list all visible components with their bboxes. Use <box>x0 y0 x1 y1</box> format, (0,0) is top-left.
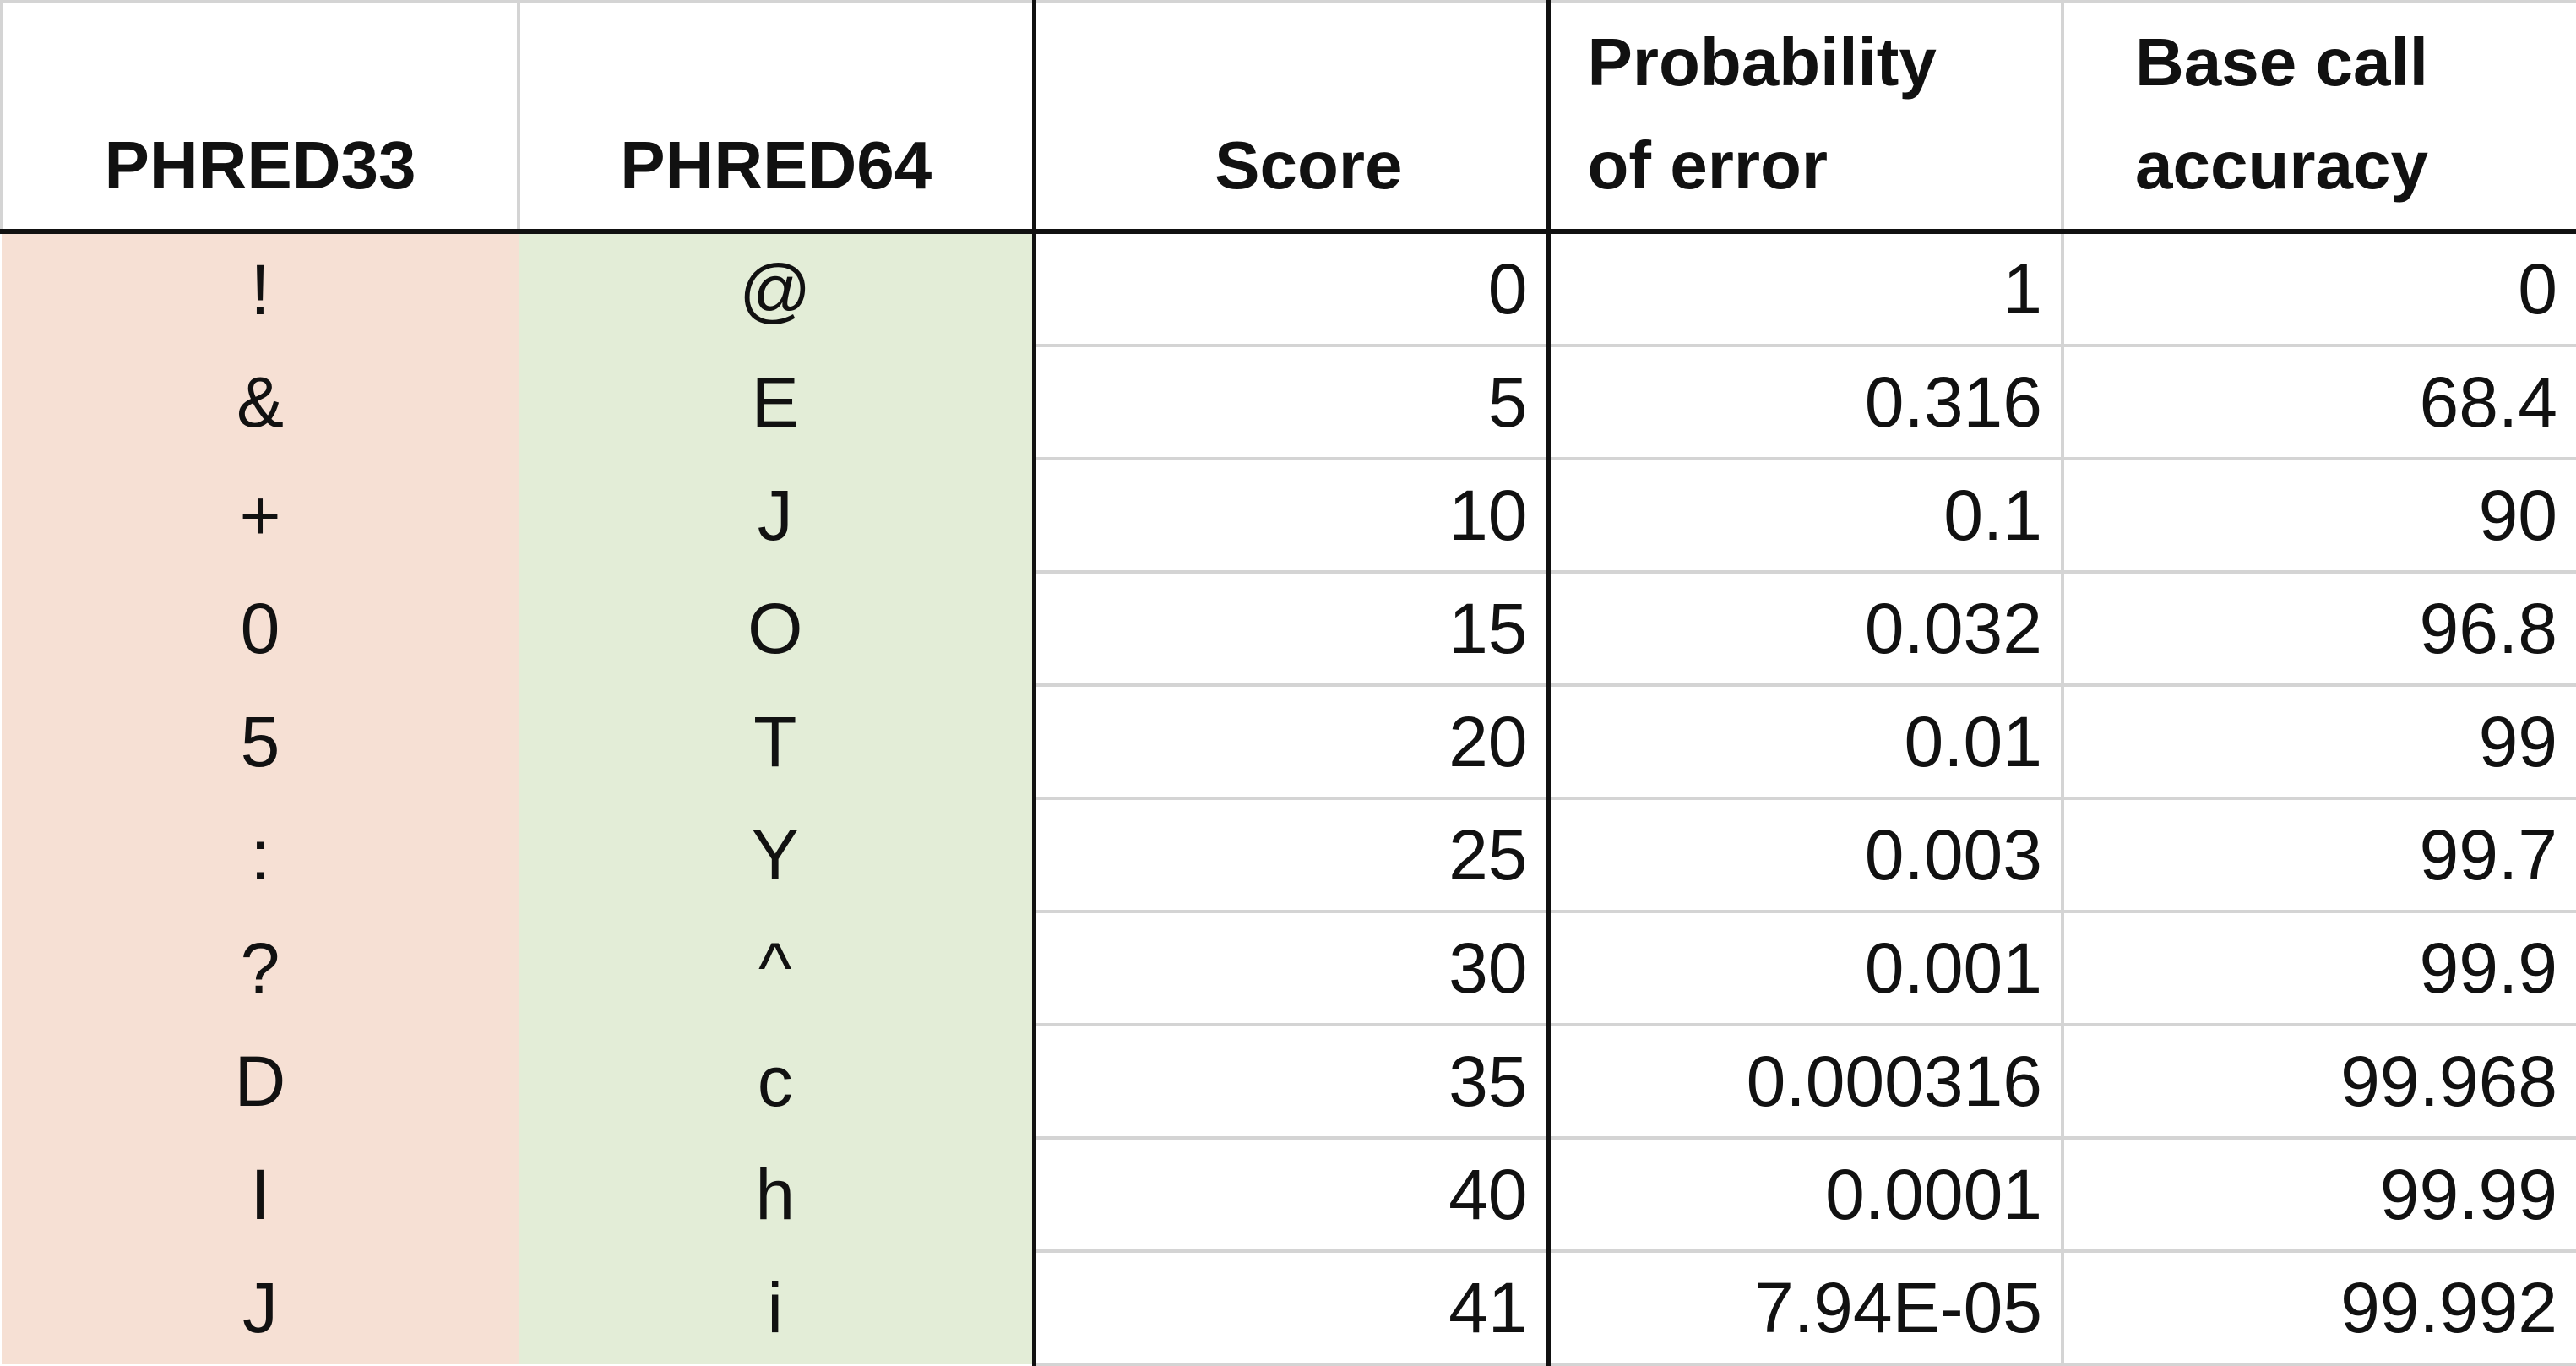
header-probability-line2: of error <box>1587 128 1829 203</box>
cell-phred64: Y <box>519 798 1036 912</box>
table-row: 0 O 15 0.032 96.8 <box>2 572 2576 687</box>
cell-phred64: ^ <box>519 912 1036 1025</box>
cell-phred33: D <box>2 1025 519 1138</box>
cell-phred64: c <box>519 1025 1036 1138</box>
cell-phred64: T <box>519 685 1036 798</box>
cell-score: 40 <box>1034 1138 1551 1253</box>
cell-accuracy: 99.99 <box>2062 1138 2576 1253</box>
cell-phred64: O <box>519 572 1036 685</box>
cell-probability: 0.001 <box>1548 912 2064 1026</box>
header-probability-line1: Probability <box>1587 24 1937 100</box>
cell-probability: 1 <box>1548 231 2064 347</box>
table-header: PHRED33 PHRED64 Score Probability of err… <box>0 0 2576 234</box>
cell-score: 0 <box>1034 231 1551 347</box>
cell-score: 10 <box>1034 459 1551 574</box>
cell-accuracy: 0 <box>2062 231 2576 347</box>
cell-phred64: @ <box>519 231 1036 346</box>
header-phred64-label: PHRED64 <box>620 128 932 203</box>
cell-score: 15 <box>1034 572 1551 687</box>
table-body: ! @ 0 1 0 & E 5 0.316 68.4 + J 10 0.1 90… <box>2 231 2576 1366</box>
table-row: 5 T 20 0.01 99 <box>2 685 2576 800</box>
table-row: : Y 25 0.003 99.7 <box>2 798 2576 913</box>
cell-phred33: 0 <box>2 572 519 685</box>
cell-phred64: i <box>519 1251 1036 1364</box>
cell-phred64: E <box>519 346 1036 459</box>
cell-phred33: : <box>2 798 519 912</box>
table-row: & E 5 0.316 68.4 <box>2 346 2576 460</box>
cell-accuracy: 68.4 <box>2062 346 2576 460</box>
cell-probability: 0.000316 <box>1548 1025 2064 1140</box>
cell-phred64: h <box>519 1138 1036 1251</box>
cell-phred33: & <box>2 346 519 459</box>
cell-score: 25 <box>1034 798 1551 913</box>
cell-accuracy: 90 <box>2062 459 2576 574</box>
header-score-label: Score <box>1215 128 1403 203</box>
cell-score: 41 <box>1034 1251 1551 1366</box>
cell-probability: 0.003 <box>1548 798 2064 913</box>
table-row: D c 35 0.000316 99.968 <box>2 1025 2576 1140</box>
header-accuracy-line2: accuracy <box>2135 128 2428 203</box>
cell-score: 5 <box>1034 346 1551 460</box>
cell-accuracy: 99 <box>2062 685 2576 800</box>
cell-probability: 7.94E-05 <box>1548 1251 2064 1366</box>
cell-accuracy: 99.968 <box>2062 1025 2576 1140</box>
cell-phred33: ! <box>2 231 519 346</box>
cell-probability: 0.1 <box>1548 459 2064 574</box>
cell-score: 20 <box>1034 685 1551 800</box>
cell-probability: 0.01 <box>1548 685 2064 800</box>
cell-probability: 0.032 <box>1548 572 2064 687</box>
cell-probability: 0.0001 <box>1548 1138 2064 1253</box>
cell-accuracy: 99.992 <box>2062 1251 2576 1366</box>
cell-phred33: + <box>2 459 519 572</box>
header-phred33-label: PHRED33 <box>104 128 416 203</box>
table-row: I h 40 0.0001 99.99 <box>2 1138 2576 1253</box>
table-row: ? ^ 30 0.001 99.9 <box>2 912 2576 1026</box>
cell-accuracy: 96.8 <box>2062 572 2576 687</box>
cell-phred33: I <box>2 1138 519 1251</box>
cell-score: 30 <box>1034 912 1551 1026</box>
cell-phred33: J <box>2 1251 519 1364</box>
header-phred33: PHRED33 <box>0 0 520 234</box>
header-row: PHRED33 PHRED64 Score Probability of err… <box>0 0 2576 234</box>
header-probability-of-error: Probability of error <box>1548 0 2064 234</box>
header-base-call-accuracy: Base call accuracy <box>2062 0 2576 234</box>
table-row: J i 41 7.94E-05 99.992 <box>2 1251 2576 1366</box>
cell-accuracy: 99.7 <box>2062 798 2576 913</box>
table-row: ! @ 0 1 0 <box>2 231 2576 347</box>
cell-score: 35 <box>1034 1025 1551 1140</box>
table-row: + J 10 0.1 90 <box>2 459 2576 574</box>
cell-accuracy: 99.9 <box>2062 912 2576 1026</box>
cell-phred64: J <box>519 459 1036 572</box>
header-phred64: PHRED64 <box>519 0 1036 234</box>
header-score: Score <box>1034 0 1551 234</box>
header-accuracy-line1: Base call <box>2135 24 2428 100</box>
cell-phred33: ? <box>2 912 519 1025</box>
cell-probability: 0.316 <box>1548 346 2064 460</box>
cell-phred33: 5 <box>2 685 519 798</box>
